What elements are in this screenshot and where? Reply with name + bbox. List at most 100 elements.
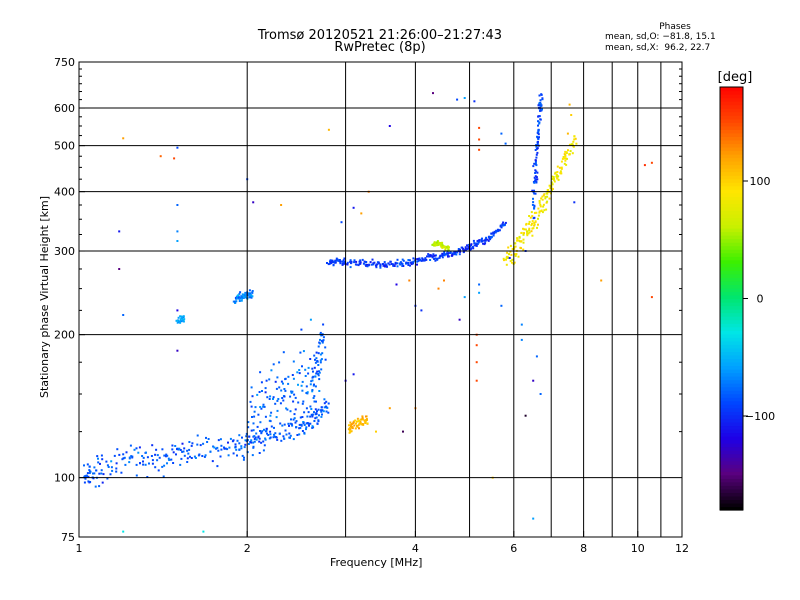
data-point (480, 240, 483, 243)
data-point (245, 435, 248, 438)
data-point (286, 408, 289, 411)
data-point (267, 434, 270, 436)
data-point (269, 433, 272, 436)
data-point (244, 295, 247, 298)
x-tick-label: 1 (76, 542, 83, 555)
data-point (388, 125, 391, 127)
data-point (500, 132, 503, 135)
phase-stats-heading: Phases (659, 22, 691, 32)
data-point (158, 456, 161, 459)
data-point (526, 230, 529, 233)
data-point (251, 295, 254, 298)
colorbar-segment (720, 298, 743, 303)
data-point (558, 166, 561, 169)
data-point (323, 402, 326, 405)
data-point (99, 462, 101, 465)
data-point (285, 433, 288, 436)
data-point (526, 234, 529, 237)
data-point (454, 250, 457, 253)
data-point (304, 368, 307, 371)
data-point (458, 253, 461, 256)
data-point (109, 473, 112, 476)
chart-subtitle: RwPretec (8p) (334, 40, 426, 55)
colorbar-segment (720, 249, 743, 254)
data-point (439, 244, 442, 247)
data-point (287, 382, 290, 385)
data-point (528, 222, 530, 225)
data-point (421, 257, 424, 260)
data-point (321, 341, 324, 344)
data-point (520, 232, 523, 234)
data-point (115, 467, 118, 470)
data-point (334, 261, 337, 264)
data-point (135, 447, 138, 450)
data-point (300, 328, 303, 331)
colorbar-segment (720, 94, 743, 99)
colorbar-segment (720, 175, 743, 180)
data-point (269, 395, 272, 398)
data-point (276, 376, 279, 379)
data-point (294, 396, 297, 399)
data-point (217, 439, 220, 442)
data-point (172, 462, 175, 464)
data-point (257, 435, 260, 438)
data-point (447, 255, 450, 258)
data-point (534, 169, 537, 172)
data-point (110, 460, 113, 463)
phase-stats-box: Phases mean, sd,O: −81.8, 15.1 mean, sd,… (605, 22, 745, 54)
data-point (487, 235, 490, 238)
data-point (518, 240, 521, 243)
data-point (176, 321, 179, 324)
data-point (537, 223, 539, 226)
data-point (278, 432, 281, 435)
data-point (98, 485, 101, 488)
data-point (131, 455, 134, 458)
data-point (318, 390, 321, 392)
data-point (122, 457, 125, 460)
plot-frame (78, 61, 683, 538)
data-point (533, 181, 536, 184)
colorbar-segment (720, 150, 743, 155)
colorbar-segment (720, 393, 743, 398)
data-point (412, 260, 415, 263)
data-point (523, 232, 525, 235)
data-point (427, 255, 430, 258)
data-point (349, 260, 352, 263)
data-point (349, 430, 352, 433)
data-point (346, 263, 349, 266)
data-point (438, 256, 441, 259)
data-point (261, 430, 264, 433)
data-point (424, 257, 427, 260)
data-point (569, 150, 572, 153)
y-tick-label: 500 (54, 140, 75, 153)
data-point (310, 380, 313, 383)
data-point (416, 263, 418, 266)
data-point (292, 418, 295, 421)
data-point (514, 245, 517, 248)
data-point (316, 360, 319, 362)
data-point (433, 254, 436, 257)
data-point (373, 261, 376, 264)
colorbar-segment (720, 139, 743, 145)
data-point (150, 455, 153, 457)
data-point (295, 420, 298, 423)
x-tick-label: 10 (631, 542, 645, 555)
data-point (283, 395, 286, 398)
data-point (320, 415, 323, 418)
data-point (436, 258, 439, 261)
data-point (502, 257, 505, 260)
colorbar-segment (720, 122, 743, 127)
colorbar-segment (720, 302, 743, 307)
data-point (179, 463, 182, 466)
data-point (560, 167, 563, 170)
data-point (263, 428, 265, 431)
data-point (535, 181, 538, 184)
data-point (307, 372, 310, 375)
data-point (135, 474, 138, 477)
data-point (548, 197, 551, 200)
data-point (206, 441, 209, 443)
data-point (377, 261, 380, 264)
data-point (315, 351, 318, 354)
data-point (263, 444, 266, 447)
data-point (174, 445, 177, 447)
